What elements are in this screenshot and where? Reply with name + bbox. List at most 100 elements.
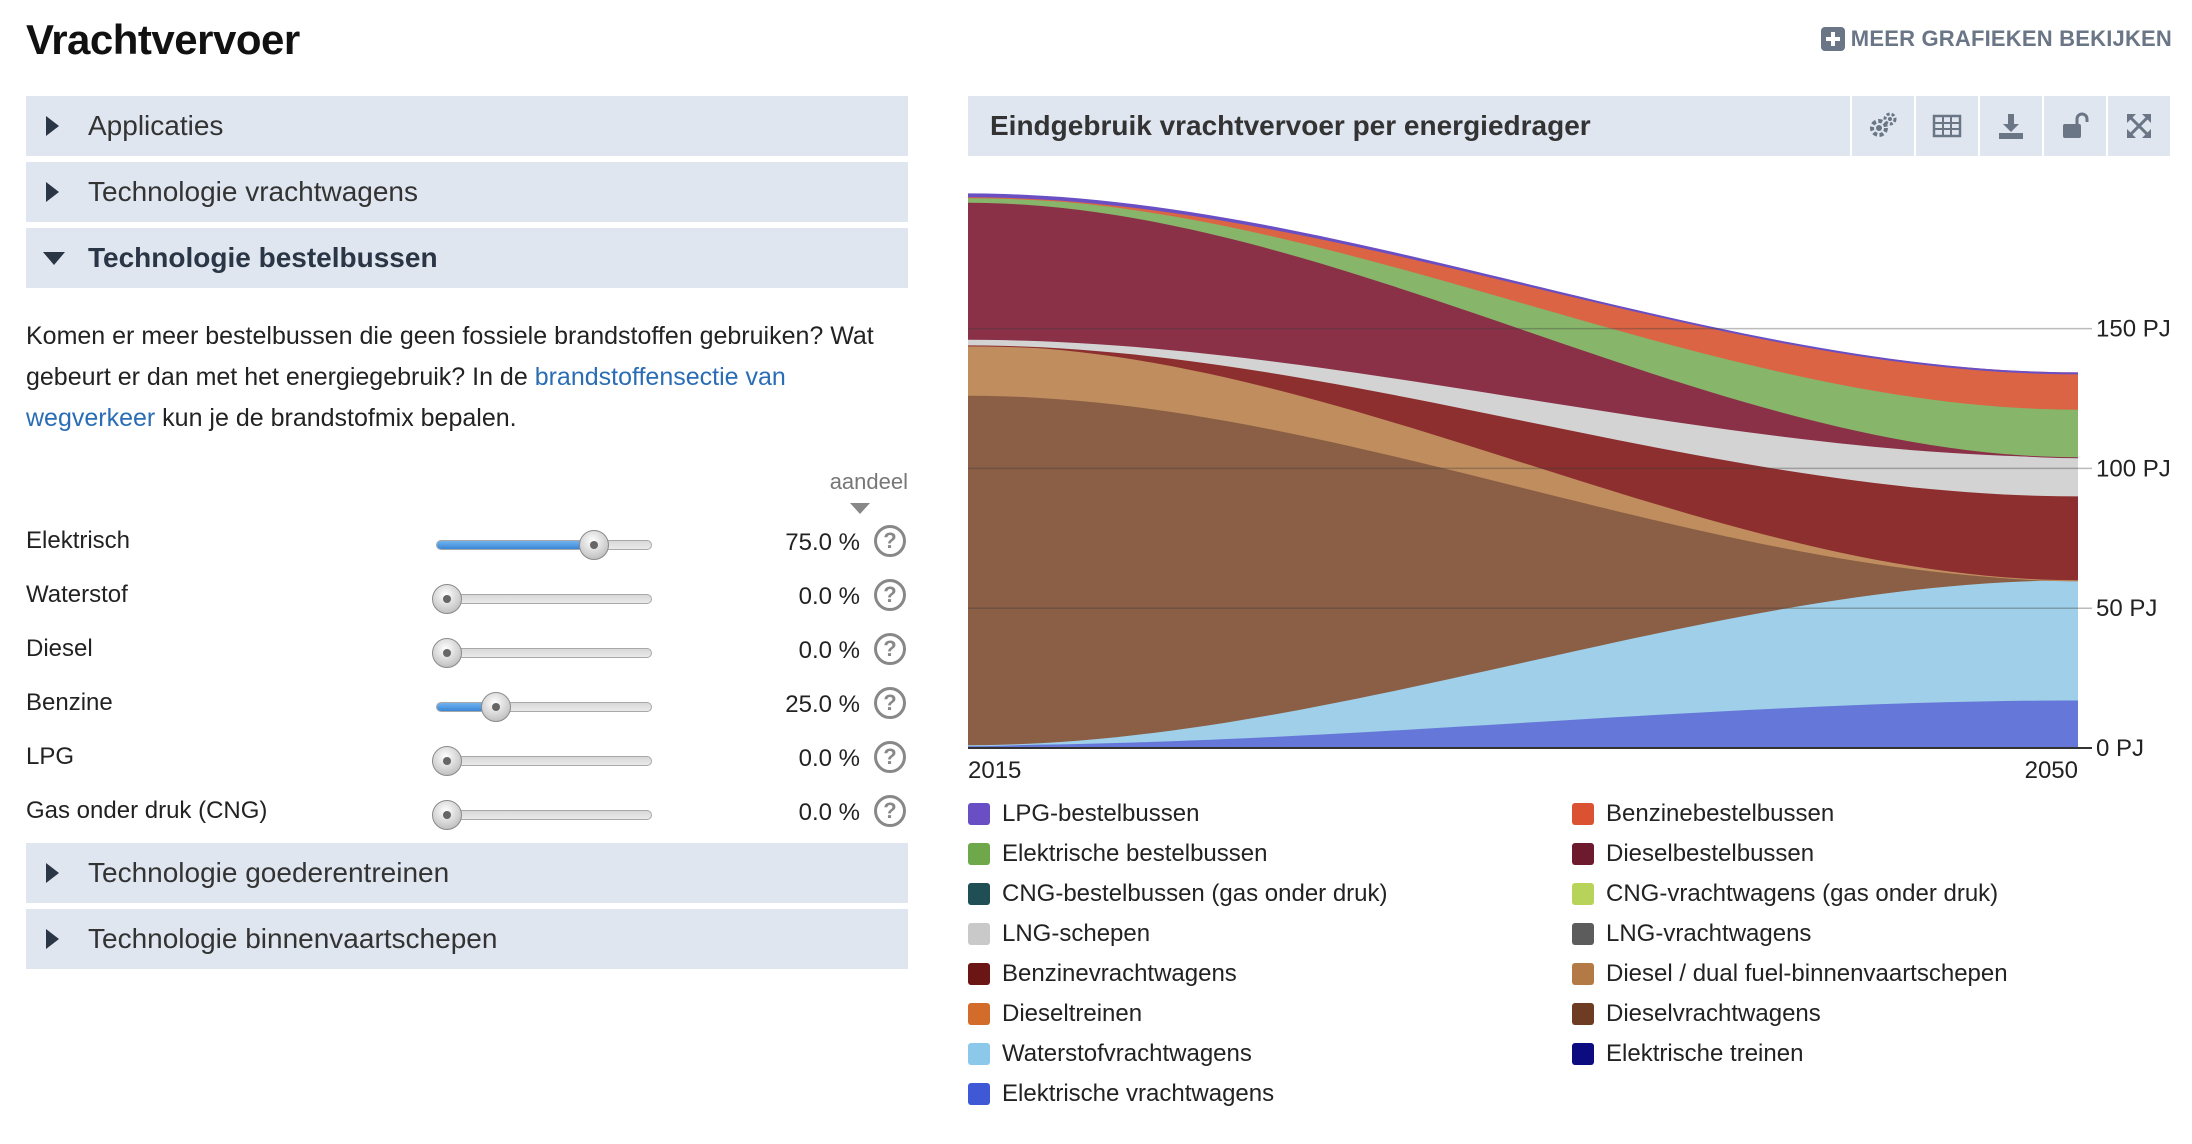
legend-item[interactable]: CNG-bestelbussen (gas onder druk) bbox=[968, 880, 1388, 908]
legend-label: LPG-bestelbussen bbox=[1002, 800, 1200, 827]
y-tick-label: 0 PJ bbox=[2096, 735, 2144, 762]
download-icon bbox=[1999, 114, 2023, 139]
settings-button[interactable] bbox=[1850, 96, 1914, 156]
legend-label: CNG-bestelbussen (gas onder druk) bbox=[1002, 880, 1388, 907]
slider-track[interactable] bbox=[432, 584, 652, 614]
legend-swatch bbox=[968, 1003, 990, 1025]
chart-header: Eindgebruik vrachtvervoer per energiedra… bbox=[968, 96, 2170, 156]
settings-icon bbox=[1870, 112, 1897, 137]
area-series-8[interactable] bbox=[968, 339, 2078, 497]
area-series-0[interactable] bbox=[968, 700, 2078, 748]
sort-down-icon bbox=[850, 503, 870, 514]
share-column-header[interactable]: aandeel bbox=[26, 469, 908, 519]
slider-track[interactable] bbox=[436, 692, 652, 722]
area-series-11[interactable] bbox=[968, 202, 2078, 458]
intro-text-before: Komen er meer bestelbussen die geen foss… bbox=[26, 322, 874, 391]
expand-button[interactable] bbox=[2106, 96, 2170, 156]
slider-handle[interactable] bbox=[432, 584, 462, 614]
share-label: aandeel bbox=[829, 469, 908, 494]
more-charts-link[interactable]: MEER GRAFIEKEN BEKIJKEN bbox=[1820, 26, 2172, 52]
more-charts-label: MEER GRAFIEKEN BEKIJKEN bbox=[1850, 26, 2172, 51]
accordion-label: Applicaties bbox=[88, 110, 224, 141]
help-icon[interactable]: ? bbox=[874, 741, 906, 773]
legend-label: Benzinevrachtwagens bbox=[1002, 960, 1237, 987]
fuel-section-link[interactable]: brandstoffensectie van wegverkeer bbox=[26, 363, 786, 432]
help-icon[interactable]: ? bbox=[874, 795, 906, 827]
legend-label: CNG-vrachtwagens (gas onder druk) bbox=[1606, 880, 1999, 907]
accordion-header[interactable]: Technologie binnenvaartschepen bbox=[26, 909, 908, 969]
slider-label: Benzine bbox=[26, 689, 113, 716]
accordion-header[interactable]: Technologie vrachtwagens bbox=[26, 162, 908, 222]
slider-handle[interactable] bbox=[432, 800, 462, 830]
area-series-6[interactable] bbox=[968, 345, 2078, 581]
legend-item[interactable]: Dieseltreinen bbox=[968, 1000, 1142, 1028]
table-button[interactable] bbox=[1914, 96, 1978, 156]
area-series-3[interactable] bbox=[968, 395, 2078, 746]
slider-track[interactable] bbox=[436, 530, 652, 560]
legend-label: LNG-schepen bbox=[1002, 920, 1151, 947]
slider-row: Elektrisch 75.0 %? bbox=[26, 519, 908, 573]
intro-text-after: kun je de brandstofmix bepalen. bbox=[155, 404, 517, 432]
legend-item[interactable]: Elektrische bestelbussen bbox=[968, 840, 1267, 868]
legend-item[interactable]: LPG-bestelbussen bbox=[968, 800, 1199, 828]
chart-title: Eindgebruik vrachtvervoer per energiedra… bbox=[990, 110, 1591, 141]
slider-fill bbox=[437, 541, 594, 549]
legend-item[interactable]: Diesel / dual fuel-binnenvaartschepen bbox=[1572, 960, 2008, 988]
slider-row: Waterstof 0.0 %? bbox=[26, 573, 908, 627]
chart-card: Eindgebruik vrachtvervoer per energiedra… bbox=[968, 96, 2170, 156]
legend-label: Benzinebestelbussen bbox=[1606, 800, 1835, 827]
legend-swatch bbox=[1572, 1003, 1594, 1025]
slider-row: Gas onder druk (CNG) 0.0 %? bbox=[26, 789, 908, 843]
y-tick-label: 150 PJ bbox=[2096, 316, 2170, 343]
slider-row: Diesel 0.0 %? bbox=[26, 627, 908, 681]
slider-handle[interactable] bbox=[579, 530, 609, 560]
accordion-header[interactable]: Technologie goederentreinen bbox=[26, 843, 908, 903]
slider-row: LPG 0.0 %? bbox=[26, 735, 908, 789]
legend-item[interactable]: LNG-vrachtwagens bbox=[1572, 920, 1811, 948]
legend-item[interactable]: Dieselbestelbussen bbox=[1572, 840, 1814, 868]
legend-swatch bbox=[1572, 883, 1594, 905]
slider-value: 0.0 % bbox=[798, 583, 860, 610]
legend-label: LNG-vrachtwagens bbox=[1606, 920, 1812, 947]
legend-item[interactable]: Dieselvrachtwagens bbox=[1572, 1000, 1821, 1028]
download-button[interactable] bbox=[1978, 96, 2042, 156]
legend-item[interactable]: Elektrische treinen bbox=[1572, 1040, 1803, 1068]
help-icon[interactable]: ? bbox=[874, 579, 906, 611]
y-tick-label: 100 PJ bbox=[2096, 455, 2170, 482]
legend-item[interactable]: Benzinevrachtwagens bbox=[968, 960, 1237, 988]
slider-track[interactable] bbox=[432, 746, 652, 776]
slider-value: 25.0 % bbox=[785, 691, 860, 718]
legend-item[interactable]: Benzinebestelbussen bbox=[1572, 800, 1834, 828]
slider-handle[interactable] bbox=[432, 638, 462, 668]
help-icon[interactable]: ? bbox=[874, 525, 906, 557]
y-tick-label: 50 PJ bbox=[2096, 595, 2157, 622]
accordion-header[interactable]: Applicaties bbox=[26, 96, 908, 156]
legend-label: Diesel / dual fuel-binnenvaartschepen bbox=[1606, 960, 2008, 987]
area-series-12[interactable] bbox=[968, 197, 2078, 458]
legend-item[interactable]: Elektrische vrachtwagens bbox=[968, 1080, 1274, 1108]
slider-value: 75.0 % bbox=[785, 529, 860, 556]
accordion-header[interactable]: Technologie bestelbussen bbox=[26, 228, 908, 288]
legend-swatch bbox=[968, 803, 990, 825]
legend-label: Dieseltreinen bbox=[1002, 1000, 1143, 1027]
legend-swatch bbox=[968, 963, 990, 985]
accordion-label: Technologie vrachtwagens bbox=[88, 176, 418, 207]
legend-item[interactable]: Waterstofvrachtwagens bbox=[968, 1040, 1252, 1068]
slider-label: Elektrisch bbox=[26, 527, 131, 554]
unlock-button[interactable] bbox=[2042, 96, 2106, 156]
legend-label: Dieselvrachtwagens bbox=[1606, 1000, 1821, 1027]
slider-track[interactable] bbox=[432, 800, 652, 830]
slider-track[interactable] bbox=[432, 638, 652, 668]
slider-handle[interactable] bbox=[432, 746, 462, 776]
help-icon[interactable]: ? bbox=[874, 687, 906, 719]
legend-label: Waterstofvrachtwagens bbox=[1002, 1040, 1252, 1067]
caret-right-icon bbox=[46, 182, 59, 202]
legend-swatch bbox=[1572, 1043, 1594, 1065]
slider-handle[interactable] bbox=[481, 692, 511, 722]
legend-item[interactable]: CNG-vrachtwagens (gas onder druk) bbox=[1572, 880, 1998, 908]
slider-label: LPG bbox=[26, 743, 75, 770]
accordion-label: Technologie goederentreinen bbox=[88, 857, 450, 888]
legend-item[interactable]: LNG-schepen bbox=[968, 920, 1150, 948]
help-icon[interactable]: ? bbox=[874, 633, 906, 665]
slider-label: Gas onder druk (CNG) bbox=[26, 797, 268, 824]
